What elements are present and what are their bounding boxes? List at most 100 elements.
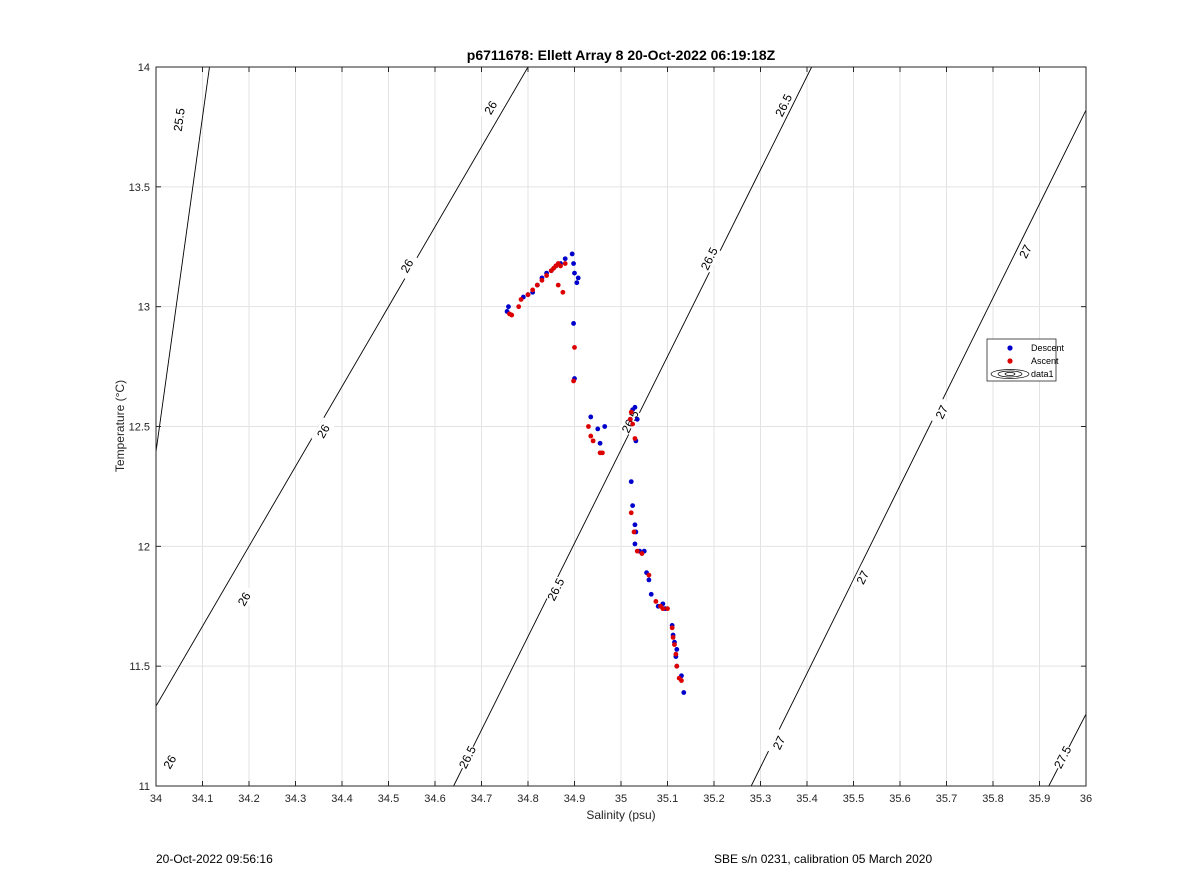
x-tick-label: 34.9 [564, 793, 585, 805]
point-ascent [518, 297, 524, 302]
point-descent [602, 424, 608, 429]
point-ascent [558, 263, 563, 269]
point-ascent [534, 282, 540, 288]
point-ascent [628, 510, 634, 516]
point-ascent [600, 450, 605, 456]
point-ascent [588, 433, 594, 439]
point-descent [588, 414, 594, 420]
contour-label-bg [232, 585, 257, 613]
contour-label-bg [930, 398, 954, 426]
legend-label-descent: Descent [1031, 343, 1065, 353]
y-tick-label: 14 [138, 62, 150, 74]
x-tick-label: 36 [1080, 793, 1092, 805]
point-ascent [627, 416, 633, 422]
point-ascent [660, 606, 666, 612]
contour-label: 26 [314, 422, 333, 441]
point-ascent [586, 424, 591, 429]
point-ascent [653, 599, 659, 604]
x-tick-label: 35.1 [657, 793, 678, 805]
contour-label-bg [478, 93, 503, 122]
x-tick-label: 34.5 [378, 793, 399, 805]
x-tick-label: 35.8 [982, 793, 1003, 805]
x-tick-label: 35.9 [1029, 793, 1050, 805]
contour-label: 27 [1016, 242, 1035, 260]
contour-label: 27 [854, 568, 873, 586]
x-tick-label: 35.4 [796, 793, 817, 805]
y-tick-label: 12.5 [129, 422, 150, 434]
x-tick-label: 34.4 [331, 793, 352, 805]
point-ascent [672, 642, 677, 647]
point-descent [630, 503, 636, 508]
point-ascent [634, 548, 640, 554]
point-ascent [632, 436, 638, 441]
y-tick-label: 13 [138, 302, 150, 314]
contour-label-bg [1051, 743, 1075, 772]
legend-marker-ascent [1007, 358, 1013, 364]
point-descent [506, 304, 511, 310]
point-ascent [670, 635, 676, 640]
point-descent [575, 275, 581, 281]
contour-label-bg [772, 91, 796, 120]
point-ascent [539, 277, 545, 283]
point-ascent [562, 261, 568, 266]
point-ascent [669, 625, 675, 631]
point-descent [646, 577, 652, 583]
point-ascent [665, 606, 670, 612]
footer-timestamp: 20-Oct-2022 09:56:16 [156, 852, 273, 866]
x-tick-label: 34.6 [424, 793, 445, 805]
point-descent [562, 256, 568, 262]
point-descent [634, 416, 640, 422]
point-descent [632, 404, 638, 410]
contour-label: 27 [770, 733, 789, 751]
point-descent [571, 261, 576, 266]
contour-label: 26.5 [456, 743, 479, 770]
point-descent [628, 479, 634, 485]
x-tick-label: 34.1 [192, 793, 213, 805]
contour-label-bg [157, 748, 183, 776]
legend-marker-data1 [990, 369, 1030, 379]
contour-label: 26.5 [544, 576, 567, 603]
contour-label: 26 [398, 256, 417, 275]
y-tick-label: 11 [139, 781, 150, 793]
contour-label-bg [1013, 237, 1038, 266]
contour-label-bg [697, 244, 721, 273]
point-ascent [639, 551, 645, 556]
point-ascent [571, 378, 576, 384]
contour-label: 26 [235, 589, 254, 608]
point-descent [681, 690, 687, 695]
point-descent [648, 591, 654, 597]
x-tick-label: 34.8 [517, 793, 538, 805]
point-ascent [674, 663, 680, 669]
legend-label-data1: data1 [1031, 369, 1054, 379]
legend-marker-descent [1007, 345, 1013, 351]
contour-label-bg [455, 743, 480, 772]
point-ascent [572, 345, 577, 350]
point-descent [674, 646, 680, 652]
x-tick-label: 35.7 [936, 793, 957, 805]
legend-label-ascent: Ascent [1031, 356, 1059, 366]
point-ascent [509, 312, 515, 318]
contour-label: 26.5 [698, 245, 721, 272]
chart-title: p6711678: Ellett Array 8 20-Oct-2022 06:… [467, 47, 776, 63]
point-descent [595, 426, 601, 432]
contour-label: 27 [933, 403, 952, 421]
point-ascent [673, 651, 679, 657]
y-tick-label: 11.5 [129, 661, 150, 673]
x-tick-label: 35.6 [889, 793, 910, 805]
point-ascent [646, 572, 652, 578]
contour-label-bg [544, 575, 568, 604]
x-tick-label: 35.5 [843, 793, 864, 805]
contour-label-bg [395, 252, 420, 280]
x-tick-label: 34.7 [471, 793, 492, 805]
y-axis-label: Temperature (°C) [113, 380, 127, 472]
y-tick-label: 12 [138, 541, 150, 553]
point-descent [632, 522, 638, 528]
point-ascent [679, 678, 684, 683]
point-descent [569, 251, 575, 257]
contour-label: 26 [481, 98, 500, 117]
x-ticks: 34 34.1 34.2 34.3 34.4 34.5 34.6 34.7 34.8 34.9 35… [150, 67, 1092, 805]
point-ascent [544, 273, 549, 278]
x-tick-label: 35.3 [750, 793, 771, 805]
contour-label-bg [170, 106, 188, 133]
